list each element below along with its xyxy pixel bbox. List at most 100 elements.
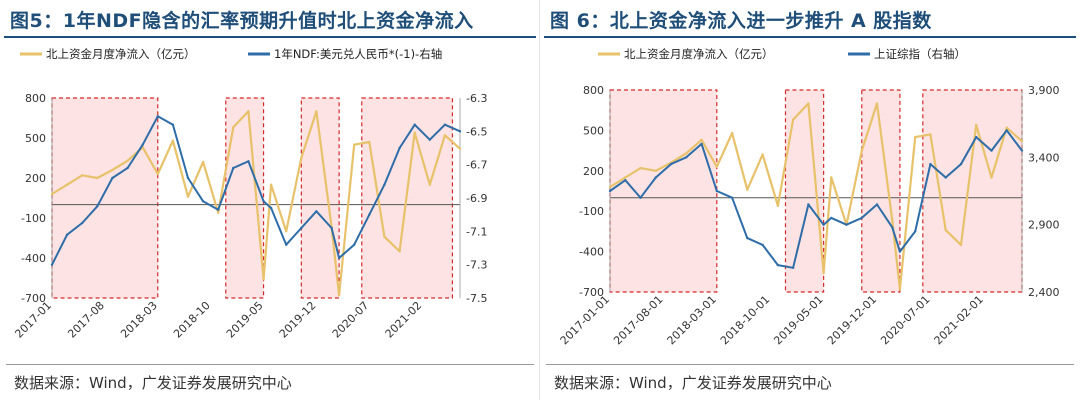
data-point [201, 160, 205, 164]
x-tick-label: 2017-01-01 [558, 293, 612, 347]
y-right-tick-label: -7.5 [466, 292, 487, 305]
data-point [126, 166, 129, 170]
data-point [1020, 149, 1024, 152]
data-point [700, 138, 703, 141]
data-point [285, 243, 288, 246]
data-point [822, 223, 825, 226]
data-point [624, 179, 627, 182]
x-tick-label: 2019-05-01 [771, 293, 825, 347]
data-point [807, 203, 810, 206]
data-point [247, 160, 250, 163]
data-point [81, 174, 84, 177]
data-point [285, 230, 288, 233]
data-point [398, 250, 401, 253]
y-right-tick-label: -6.9 [466, 192, 487, 205]
data-point [171, 123, 175, 126]
left-chart-panel: 图5：1年NDF隐含的汇率预期升值时北上资金净流入 800 500 200 -100 -… [4, 10, 536, 392]
data-point [300, 226, 303, 230]
data-point [186, 176, 190, 180]
data-point [898, 250, 902, 253]
y-left-tick-label: 500 [25, 132, 46, 145]
data-point [685, 156, 688, 159]
data-point [111, 176, 114, 180]
data-point [929, 133, 932, 136]
right-chart-title: 图 6：北上资金净流入进一步推升 A 股指数 [550, 10, 932, 32]
y-right-tick-label: -6.3 [466, 92, 487, 105]
data-point [761, 153, 764, 156]
data-point [807, 102, 810, 105]
highlight-box [861, 89, 901, 293]
legend-label: 北上资金月度净流入（亿元） [46, 47, 196, 61]
x-tick-label: 2018-03-01 [665, 293, 719, 347]
data-point [413, 131, 416, 134]
data-point [959, 243, 963, 247]
data-point [639, 166, 642, 170]
data-point [730, 196, 734, 199]
data-point [443, 134, 447, 137]
right-chart-panel: 图 6：北上资金净流入进一步推升 A 股指数 800 500 200 -100 -400… [540, 0, 1080, 400]
data-point [96, 205, 99, 208]
data-point [458, 147, 462, 150]
legend-label: 上证综指（右轴） [874, 47, 966, 61]
data-point [959, 162, 963, 166]
data-point [269, 183, 273, 186]
data-point [81, 221, 84, 225]
data-point [608, 189, 612, 193]
data-point [944, 176, 947, 179]
data-point [368, 213, 371, 216]
highlight-box [922, 89, 1023, 293]
data-point [217, 208, 220, 211]
x-tick-label: 2019-12-01 [825, 293, 879, 347]
data-point [891, 226, 894, 229]
data-point [232, 166, 235, 170]
data-point [315, 210, 318, 213]
y-left-tick-label: -400 [579, 246, 604, 259]
x-tick-label: 2017-01 [12, 299, 54, 341]
data-point [428, 183, 431, 186]
data-point [201, 200, 205, 203]
data-point [830, 176, 833, 179]
data-point [685, 152, 688, 155]
data-point [337, 256, 341, 260]
data-point [330, 226, 333, 230]
data-point [247, 110, 250, 113]
data-point [262, 200, 265, 203]
data-point [715, 165, 718, 168]
data-point [50, 192, 54, 196]
data-point [232, 126, 235, 129]
data-point [898, 288, 902, 291]
data-point [458, 130, 462, 133]
data-point [1020, 140, 1024, 143]
right-chart-svg: 800 500 200 -100 -400 -700 3,900 3,400 2,900 2,40… [558, 47, 1060, 347]
right-title-bar: 图 6：北上资金净流入进一步推升 A 股指数 [544, 2, 1076, 38]
data-point [269, 206, 273, 210]
left-source-divider [6, 364, 534, 365]
data-point [1005, 126, 1008, 129]
data-point [428, 138, 431, 141]
data-point [914, 230, 917, 233]
data-point [990, 176, 993, 179]
data-point [875, 102, 879, 105]
highlight-box [784, 89, 825, 293]
data-point [746, 188, 749, 191]
data-point [791, 266, 795, 269]
x-tick-label: 2021-02-01 [932, 293, 986, 347]
y-right-tick-label: 2,400 [1028, 286, 1060, 299]
data-point [845, 223, 848, 226]
y-left-tick-label: -700 [21, 292, 46, 305]
y-left-tick-label: -400 [21, 252, 46, 265]
data-point [65, 233, 69, 236]
x-tick-label: 2018-10 [171, 299, 213, 341]
data-point [944, 228, 947, 232]
data-point [217, 211, 220, 214]
data-point [383, 183, 386, 186]
data-point [156, 115, 159, 118]
data-point [443, 123, 447, 126]
legend-label: 1年NDF:美元兑人民币*(-1)-右轴 [274, 47, 442, 61]
data-point [383, 235, 386, 238]
x-tick-label: 2017-08-01 [611, 293, 665, 347]
highlight-box [225, 97, 265, 299]
data-point [1005, 129, 1008, 132]
panel-divider [539, 0, 540, 400]
data-point [141, 143, 144, 146]
